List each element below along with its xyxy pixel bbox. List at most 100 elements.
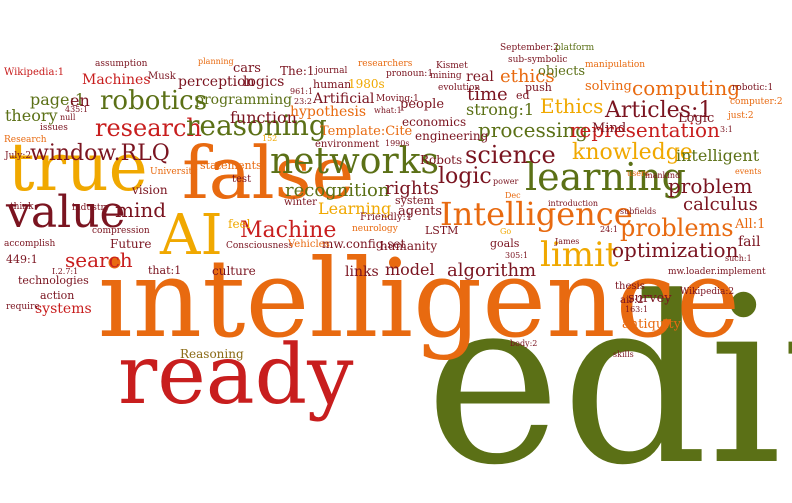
word-Reasoning: Reasoning bbox=[180, 347, 244, 361]
word-Template: Template:Cite bbox=[320, 124, 413, 139]
word-evolution: evolution bbox=[438, 83, 481, 93]
word-rights: rights bbox=[385, 178, 439, 199]
word-false: false bbox=[182, 131, 355, 215]
word-introduction: introduction bbox=[548, 199, 599, 208]
word-systems: systems bbox=[35, 301, 92, 317]
word-time: time bbox=[467, 84, 508, 105]
word-24: 24:1 bbox=[600, 225, 618, 234]
word-James: James bbox=[555, 237, 580, 246]
word-Moving: Moving:1 bbox=[376, 94, 419, 104]
word-assumption: assumption bbox=[95, 59, 148, 69]
word-value: value bbox=[6, 187, 126, 238]
word-neurology: neurology bbox=[352, 224, 398, 234]
word-Consciousness: Consciousness bbox=[226, 241, 293, 251]
word-1980s: 1980s bbox=[348, 77, 385, 91]
word-environment: environment bbox=[315, 139, 380, 150]
word-test: test bbox=[232, 174, 252, 185]
word-vision: vision bbox=[132, 183, 168, 197]
word-push: push bbox=[525, 81, 552, 94]
word-mind: mind bbox=[115, 198, 167, 222]
word-subfields: subfields bbox=[620, 207, 657, 216]
word-Intelligence: Intelligence bbox=[440, 195, 633, 233]
word-en: en bbox=[70, 91, 90, 110]
word-logic: logic bbox=[438, 164, 492, 189]
word-449: 449:1 bbox=[6, 253, 38, 266]
word-people: people bbox=[400, 97, 445, 112]
word-processing: processing bbox=[478, 118, 589, 142]
word-objects: objects bbox=[538, 64, 586, 79]
word-feel: feel bbox=[228, 217, 251, 231]
word-ethics: ethics bbox=[500, 66, 555, 87]
word-skills: skills bbox=[613, 350, 634, 359]
word-152: 152 bbox=[262, 134, 278, 143]
word-computer: computer:2 bbox=[730, 97, 783, 107]
word-what: what:1 bbox=[374, 106, 402, 115]
word-window-rlq: window.RLQ bbox=[30, 141, 170, 166]
word-system: system bbox=[395, 194, 434, 207]
word-page: page:1 bbox=[30, 90, 86, 109]
word-pronoun: pronoun:1 bbox=[386, 69, 434, 79]
word-robotic: robotic:1 bbox=[732, 83, 774, 93]
word-that: that:1 bbox=[148, 264, 182, 277]
word-algorithm: algorithm bbox=[447, 260, 537, 281]
word-hypothesis: hypothesis bbox=[290, 104, 367, 120]
word-agents: agents bbox=[398, 204, 443, 219]
word-305: 305:1 bbox=[505, 251, 529, 260]
word-theory: theory bbox=[5, 106, 58, 125]
word-Artificial: Artificial bbox=[313, 91, 375, 107]
word-AI: AI bbox=[160, 203, 223, 268]
word-3: 3:1 bbox=[720, 125, 733, 134]
word-robotics: robotics bbox=[100, 86, 208, 116]
word-961: 961:1 bbox=[290, 87, 314, 96]
word-journal: journal bbox=[315, 66, 348, 76]
word-air: air:2 bbox=[620, 295, 644, 306]
word-platform: platform bbox=[555, 43, 595, 53]
word-accomplish: accomplish bbox=[4, 239, 56, 249]
word-Go: Go bbox=[500, 227, 512, 236]
word-science: science bbox=[465, 141, 556, 169]
word-research: research bbox=[95, 114, 202, 142]
word-such: such:1 bbox=[725, 254, 752, 263]
word-Robots: Robots bbox=[420, 153, 463, 167]
word-function: function bbox=[230, 108, 297, 127]
word-Machine: Machine bbox=[240, 218, 337, 243]
word-ready: ready bbox=[118, 328, 354, 423]
word-real: real bbox=[466, 69, 494, 85]
word-1990s: 1990s bbox=[385, 139, 410, 148]
word-strong: strong:1 bbox=[466, 100, 535, 119]
word-economics: economics bbox=[402, 115, 467, 129]
word-survey: survey bbox=[628, 291, 672, 306]
word-fail: fail bbox=[738, 234, 761, 250]
word-representation: representation bbox=[570, 118, 720, 142]
word-435: 435:1 bbox=[65, 105, 89, 114]
word-require: require bbox=[6, 302, 40, 312]
word-model: model bbox=[385, 260, 435, 279]
word-Logic: Logic bbox=[678, 111, 715, 126]
word-body: body:2 bbox=[510, 339, 538, 348]
word-engineering: engineering bbox=[415, 129, 489, 143]
word-power: power bbox=[493, 177, 519, 186]
word-problem: problem bbox=[668, 174, 753, 198]
word-networks: networks bbox=[270, 141, 439, 182]
word-September: September:2 bbox=[500, 43, 559, 53]
word-Kismet: Kismet bbox=[436, 61, 468, 71]
word-mwloader: mw.loader.implement bbox=[668, 267, 766, 277]
word-reasoning: reasoning bbox=[186, 109, 327, 142]
word-Wikipedia: Wikipedia:1 bbox=[4, 67, 65, 78]
word-users: users bbox=[627, 169, 649, 178]
word-computing: computing bbox=[632, 76, 741, 100]
word-search: search bbox=[65, 248, 133, 272]
word-July: July:2 bbox=[5, 151, 32, 161]
word-Musk: Musk bbox=[148, 71, 176, 82]
word-Mind: Mind bbox=[592, 121, 627, 136]
word-Research: Research bbox=[4, 135, 47, 145]
word-true: true bbox=[8, 129, 148, 206]
word-Future: Future bbox=[110, 237, 152, 251]
word-Wikipedia2: Wikipedia:2 bbox=[680, 287, 735, 297]
word-calculus: calculus bbox=[683, 194, 758, 215]
word-learning: learning bbox=[525, 155, 686, 199]
word-limit: limit bbox=[540, 235, 619, 275]
word-planning: planning bbox=[198, 57, 234, 66]
word-statements: statements bbox=[200, 159, 262, 172]
